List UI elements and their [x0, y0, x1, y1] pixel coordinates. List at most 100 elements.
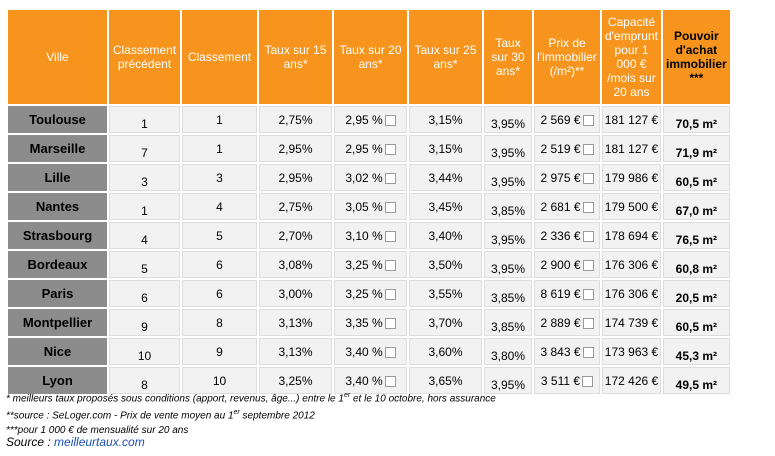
table-cell: 8 — [182, 309, 257, 336]
table-cell: 2 900 € — [534, 251, 600, 278]
checkbox-icon[interactable] — [582, 288, 594, 300]
cell-value: 3,85% — [490, 320, 526, 334]
table-cell: 3,35 % — [334, 309, 407, 336]
cell-value: 3 — [216, 170, 223, 185]
cell-value: 3,08% — [278, 257, 313, 272]
checkbox-icon[interactable] — [384, 346, 396, 358]
cell-value: 2,70% — [278, 228, 313, 243]
checkbox-icon[interactable] — [582, 143, 594, 155]
checkbox-icon[interactable] — [384, 201, 396, 213]
checkbox-icon[interactable] — [582, 317, 594, 329]
city-name: Montpellier — [22, 315, 93, 330]
cell-value: 70,5 m² — [675, 117, 718, 131]
cell-value: 3,95% — [490, 175, 526, 189]
cell-value: 181 127 € — [604, 112, 659, 127]
cell-value: 9 — [141, 320, 148, 334]
table-cell: 2 975 € — [534, 164, 600, 191]
cell-value: 173 963 € — [604, 344, 659, 359]
column-header-1: Classement précédent — [109, 10, 180, 104]
table-cell: 3,45% — [409, 193, 482, 220]
table-cell: 6 — [182, 280, 257, 307]
checkbox-icon[interactable] — [384, 143, 396, 155]
cell-value: 178 694 € — [604, 228, 659, 243]
cell-value: 3,15% — [428, 141, 463, 156]
cell-value: 2 569 € — [540, 112, 581, 127]
cell-value: 1 — [216, 141, 223, 156]
checkbox-icon[interactable] — [582, 346, 594, 358]
checkbox-icon[interactable] — [384, 375, 396, 387]
checkbox-icon[interactable] — [582, 230, 594, 242]
table-cell: 2,95% — [259, 135, 332, 162]
checkbox-icon[interactable] — [582, 259, 594, 271]
table-cell: 178 694 € — [602, 222, 661, 249]
table-cell: 3,00% — [259, 280, 332, 307]
table-row: Montpellier 9 8 3,13% 3,35 % 3,70% 3,85% 2 889 … — [8, 309, 730, 336]
source-link[interactable]: meilleurtaux.com — [54, 435, 145, 449]
cell-value: 1 — [216, 112, 223, 127]
checkbox-icon[interactable] — [384, 172, 396, 184]
column-header-4: Taux sur 20 ans* — [334, 10, 407, 104]
table-cell: 5 — [109, 251, 180, 278]
checkbox-icon[interactable] — [384, 288, 396, 300]
cell-value: 3,05 % — [345, 199, 383, 214]
city-name: Strasbourg — [22, 228, 93, 243]
table-cell: 9 — [109, 309, 180, 336]
cell-value: 3,85% — [490, 291, 526, 305]
table-cell: 2 569 € — [534, 106, 600, 133]
checkbox-icon[interactable] — [582, 375, 594, 387]
cell-value: 8 — [141, 378, 148, 392]
cell-value: 3,50% — [428, 257, 463, 272]
checkbox-icon[interactable] — [384, 230, 396, 242]
footnotes: * meilleurs taux proposés sous condition… — [6, 389, 496, 438]
city-name: Nantes — [35, 199, 80, 214]
cell-value: 2 336 € — [540, 228, 581, 243]
checkbox-icon[interactable] — [384, 259, 396, 271]
column-header-5: Taux sur 25 ans* — [409, 10, 482, 104]
cell-value: 3,95% — [490, 146, 526, 160]
cell-value: 2,95 % — [345, 112, 383, 127]
cell-value: 176 306 € — [604, 257, 659, 272]
cell-value: 2 975 € — [540, 170, 581, 185]
cell-value: 76,5 m² — [675, 233, 718, 247]
table-cell: 20,5 m² — [663, 280, 730, 307]
cell-value: 1 — [141, 204, 148, 218]
table-cell: 3,40 % — [334, 338, 407, 365]
city-name: Lyon — [42, 373, 73, 388]
table-cell: 2 336 € — [534, 222, 600, 249]
city-cell: Toulouse — [8, 106, 107, 133]
table-cell: 45,3 m² — [663, 338, 730, 365]
table-cell: 3,85% — [484, 280, 532, 307]
table-cell: 3,80% — [484, 338, 532, 365]
table-cell: 49,5 m² — [663, 367, 730, 394]
table-cell: 9 — [182, 338, 257, 365]
cell-value: 3,02 % — [345, 170, 383, 185]
table-cell: 3,65% — [409, 367, 482, 394]
checkbox-icon[interactable] — [384, 317, 396, 329]
checkbox-icon[interactable] — [582, 172, 594, 184]
table-cell: 3,25 % — [334, 251, 407, 278]
table-cell: 3 — [109, 164, 180, 191]
table-row: Bordeaux 5 6 3,08% 3,25 % 3,50% 3,95% 2 900 € 17… — [8, 251, 730, 278]
checkbox-icon[interactable] — [384, 114, 396, 126]
checkbox-icon[interactable] — [582, 201, 594, 213]
cell-value: 3,55% — [428, 286, 463, 301]
checkbox-icon[interactable] — [582, 114, 594, 126]
table-cell: 3,95% — [484, 222, 532, 249]
city-cell: Paris — [8, 280, 107, 307]
table-cell: 3,60% — [409, 338, 482, 365]
cell-value: 6 — [216, 286, 223, 301]
cell-value: 3,13% — [278, 344, 313, 359]
table-row: Lyon 8 10 3,25% 3,40 % 3,65% 3,95% 3 511 € 172 4… — [8, 367, 730, 394]
cell-value: 3,95% — [490, 233, 526, 247]
cell-value: 9 — [216, 344, 223, 359]
column-header-0: Ville — [8, 10, 107, 104]
table-cell: 181 127 € — [602, 106, 661, 133]
cell-value: 3,70% — [428, 315, 463, 330]
table-cell: 3,13% — [259, 338, 332, 365]
cell-value: 174 739 € — [604, 315, 659, 330]
city-cell: Nantes — [8, 193, 107, 220]
city-name: Lille — [44, 170, 71, 185]
rates-table: Ville Classement précédent Classement Taux … — [6, 8, 732, 396]
table-cell: 1 — [182, 106, 257, 133]
table-cell: 1 — [109, 106, 180, 133]
